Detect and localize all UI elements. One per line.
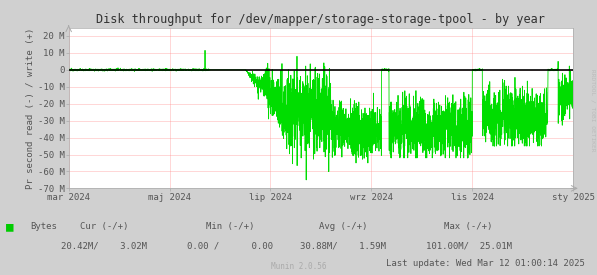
Text: 30.88M/    1.59M: 30.88M/ 1.59M	[300, 242, 386, 251]
Text: 101.00M/  25.01M: 101.00M/ 25.01M	[426, 242, 512, 251]
Text: Avg (-/+): Avg (-/+)	[319, 222, 368, 231]
Text: Last update: Wed Mar 12 01:00:14 2025: Last update: Wed Mar 12 01:00:14 2025	[386, 260, 585, 268]
Text: Cur (-/+): Cur (-/+)	[80, 222, 129, 231]
Text: 0.00 /      0.00: 0.00 / 0.00	[187, 242, 273, 251]
Title: Disk throughput for /dev/mapper/storage-storage-tpool - by year: Disk throughput for /dev/mapper/storage-…	[97, 13, 545, 26]
Y-axis label: Pr second read (-) / write (+): Pr second read (-) / write (+)	[26, 27, 35, 189]
Text: Max (-/+): Max (-/+)	[444, 222, 493, 231]
Text: 20.42M/    3.02M: 20.42M/ 3.02M	[61, 242, 147, 251]
Text: Bytes: Bytes	[30, 222, 57, 231]
Text: Min (-/+): Min (-/+)	[205, 222, 254, 231]
Text: RRDTOOL / TOBI OETIKER: RRDTOOL / TOBI OETIKER	[591, 69, 596, 151]
Text: Munin 2.0.56: Munin 2.0.56	[271, 262, 326, 271]
Text: ■: ■	[6, 220, 14, 233]
